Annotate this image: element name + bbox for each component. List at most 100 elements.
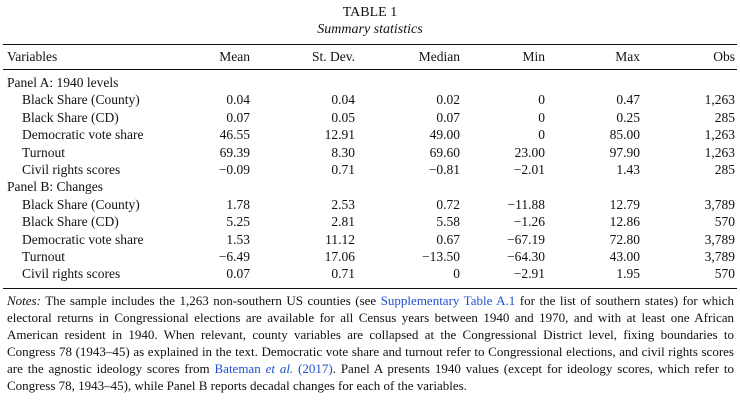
cell-obs: 285	[714, 162, 735, 177]
table-row: Civil rights scores −0.09 0.71 −0.81 −2.01 1.…	[0, 161, 740, 178]
cell-mean: 1.53	[226, 231, 250, 247]
bateman-citation-link[interactable]: Bateman et al. (2017)	[215, 361, 333, 376]
header-max: Max	[615, 49, 640, 64]
notes-text-3: . Panel A presents 1940 values (except f…	[7, 361, 734, 393]
table-row: Turnout −6.49 17.06 −13.50 −64.30 43.00 3,789	[0, 248, 740, 265]
variable-label: Black Share (County)	[22, 196, 140, 212]
cell-st-dev: 2.53	[331, 196, 355, 212]
cell-obs: 1,263	[704, 127, 735, 143]
cell-median: 69.60	[429, 144, 460, 160]
cell-median: 0.07	[436, 109, 460, 125]
cell-obs: 570	[714, 214, 735, 230]
cell-min: −1.26	[513, 214, 545, 230]
notes-lead: Notes:	[7, 293, 41, 308]
cell-min: −11.88	[507, 196, 546, 212]
cell-max: 12.86	[609, 214, 640, 230]
cell-min: 0	[538, 92, 545, 108]
cell-median: 0	[453, 266, 460, 282]
cell-min: −67.19	[507, 231, 545, 247]
panel-label: Panel A: 1940 levels	[7, 75, 119, 90]
cell-max: 0.25	[616, 109, 640, 125]
citation-year: (2017)	[293, 361, 333, 376]
cell-max: 85.00	[609, 127, 640, 143]
cell-obs: 3,789	[704, 196, 735, 212]
cell-st-dev: 0.05	[331, 109, 355, 125]
cell-obs: 285	[714, 109, 735, 125]
cell-mean: 1.78	[226, 196, 250, 212]
header-st-dev: St. Dev.	[312, 49, 355, 64]
notes-text-1: The sample includes the 1,263 non-southe…	[40, 293, 381, 308]
variable-label: Civil rights scores	[22, 266, 121, 282]
variable-label: Turnout	[22, 249, 66, 264]
cell-obs: 1,263	[704, 92, 735, 108]
notes-text-2: for the list of southern states) for whi…	[7, 293, 734, 376]
cell-max: 43.00	[609, 249, 640, 264]
cell-median: 5.58	[436, 214, 460, 230]
table-row: Democratic vote share 46.55 12.91 49.00 0 85.…	[0, 126, 740, 143]
cell-mean: 0.04	[226, 92, 250, 108]
cell-obs: 1,263	[704, 144, 735, 160]
header-variables: Variables	[7, 49, 58, 64]
variable-label: Turnout	[22, 144, 66, 160]
cell-mean: 69.39	[219, 144, 250, 160]
table-row: Black Share (County) 1.78 2.53 0.72 −11.88 12…	[0, 196, 740, 213]
panel-row: Panel B: Changes	[0, 178, 740, 195]
header-obs: Obs	[713, 49, 735, 64]
table-row: Civil rights scores 0.07 0.71 0 −2.91 1.95 570	[0, 265, 740, 282]
table-row: Black Share (CD) 5.25 2.81 5.58 −1.26 12.86 57…	[0, 213, 740, 230]
supplementary-table-link[interactable]: Supplementary Table A.1	[380, 293, 516, 308]
cell-st-dev: 12.91	[324, 127, 355, 143]
cell-max: 97.90	[609, 144, 640, 160]
cell-median: −13.50	[422, 249, 460, 264]
cell-st-dev: 0.71	[331, 162, 355, 177]
cell-st-dev: 17.06	[324, 249, 355, 264]
cell-obs: 3,789	[704, 231, 735, 247]
bottom-rule	[3, 288, 737, 289]
cell-median: 0.67	[436, 231, 460, 247]
header-min: Min	[522, 49, 545, 64]
variable-label: Democratic vote share	[22, 127, 144, 143]
top-rule	[3, 44, 737, 45]
variable-label: Civil rights scores	[22, 162, 121, 177]
cell-st-dev: 0.71	[331, 266, 355, 282]
table-title: TABLE 1	[342, 5, 398, 20]
cell-mean: 46.55	[219, 127, 250, 143]
cell-max: 72.80	[609, 231, 640, 247]
table-row: Democratic vote share 1.53 11.12 0.67 −67.19…	[0, 231, 740, 248]
cell-min: −2.01	[513, 162, 545, 177]
table-row: Black Share (CD) 0.07 0.05 0.07 0 0.25 285	[0, 109, 740, 126]
cell-st-dev: 0.04	[331, 92, 355, 108]
table-subtitle: Summary statistics	[317, 22, 423, 37]
table-notes: Notes: The sample includes the 1,263 non…	[7, 292, 734, 394]
cell-max: 0.47	[616, 92, 640, 108]
cell-mean: 0.07	[226, 266, 250, 282]
cell-median: 0.72	[436, 196, 460, 212]
cell-st-dev: 2.81	[331, 214, 355, 230]
cell-obs: 570	[714, 266, 735, 282]
citation-author: Bateman	[214, 361, 266, 376]
cell-min: 0	[538, 109, 545, 125]
variable-label: Black Share (CD)	[22, 214, 119, 230]
cell-max: 1.95	[616, 266, 640, 282]
cell-st-dev: 8.30	[331, 144, 355, 160]
cell-median: 49.00	[429, 127, 460, 143]
cell-mean: 0.07	[226, 109, 250, 125]
table-row: Turnout 69.39 8.30 69.60 23.00 97.90 1,263	[0, 144, 740, 161]
citation-etal: et al.	[265, 361, 294, 376]
cell-st-dev: 11.12	[325, 231, 355, 247]
panel-label: Panel B: Changes	[7, 179, 103, 195]
cell-min: 23.00	[514, 144, 545, 160]
header-median: Median	[418, 49, 460, 64]
cell-mean: 5.25	[226, 214, 250, 230]
cell-min: 0	[538, 127, 545, 143]
cell-median: −0.81	[428, 162, 460, 177]
variable-label: Democratic vote share	[22, 231, 144, 247]
header-row: Variables Mean St. Dev. Median Min Max O…	[0, 48, 740, 65]
cell-max: 1.43	[616, 162, 640, 177]
cell-min: −2.91	[513, 266, 545, 282]
cell-mean: −0.09	[218, 162, 250, 177]
header-mean: Mean	[219, 49, 250, 64]
header-rule	[3, 69, 737, 70]
cell-max: 12.79	[609, 196, 640, 212]
variable-label: Black Share (CD)	[22, 109, 119, 125]
